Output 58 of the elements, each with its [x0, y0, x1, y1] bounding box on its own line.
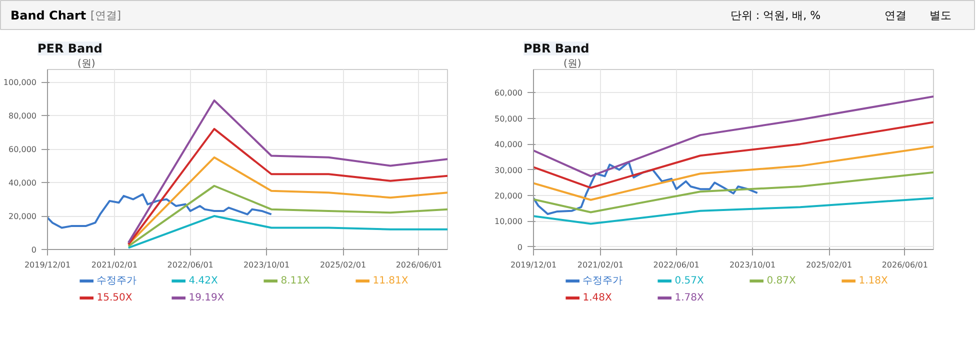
y-tick-label: 40,000 — [8, 178, 37, 188]
legend-label: 1.78X — [674, 292, 704, 304]
y-tick-label: 20,000 — [8, 212, 37, 222]
chart-title: PBR Band — [524, 42, 590, 56]
x-tick-label: 2025/02/01 — [806, 260, 852, 270]
y-tick-label: 30,000 — [494, 166, 523, 175]
line-series — [127, 184, 448, 248]
chart-title: PER Band — [38, 42, 102, 56]
legend-label: 19.19X — [188, 292, 224, 304]
y-tick-label: 0 — [31, 246, 37, 254]
legend-label: 수정주가 — [96, 276, 137, 286]
text: 단위 : 억원, 배, % — [730, 9, 821, 22]
x-tick-label: 2019/12/01 — [24, 260, 71, 270]
legend-label: 0.87X — [766, 276, 796, 286]
line-series — [534, 171, 934, 214]
text: 연결 — [884, 9, 906, 22]
text: Band Chart — [10, 8, 86, 22]
line-series — [534, 161, 758, 216]
x-tick-label: 2025/02/01 — [320, 260, 366, 270]
line-series — [127, 215, 448, 249]
legend-label: 8.11X — [280, 276, 310, 286]
y-tick-label: 80,000 — [8, 112, 37, 121]
y-axis-title: (원) — [564, 58, 582, 70]
y-tick-label: 100,000 — [3, 78, 37, 88]
line-series — [127, 99, 448, 244]
text: [연결] — [90, 9, 122, 22]
legend-label: 수정주가 — [582, 276, 623, 286]
legend-label: 11.81X — [372, 276, 408, 286]
legend-label: 1.48X — [582, 292, 612, 304]
x-tick-label: 2021/02/01 — [577, 260, 624, 270]
y-tick-label: 50,000 — [494, 114, 523, 124]
line-series — [127, 128, 448, 246]
line-series — [534, 121, 934, 189]
line-series — [534, 96, 934, 178]
legend-label: 4.42X — [188, 276, 218, 286]
legend-label: 1.18X — [858, 276, 888, 286]
line-series — [534, 146, 934, 201]
legend-label: 0.57X — [674, 276, 704, 286]
x-tick-label: 2026/06/01 — [396, 260, 442, 270]
y-axis-title: (원) — [78, 58, 96, 70]
x-tick-label: 2026/06/01 — [882, 260, 928, 270]
y-tick-label: 10,000 — [494, 217, 523, 226]
x-tick-label: 2019/12/01 — [510, 260, 557, 270]
x-tick-label: 2022/06/01 — [167, 260, 214, 270]
x-tick-label: 2022/06/01 — [653, 260, 700, 270]
y-tick-label: 60,000 — [8, 145, 37, 154]
line-series — [48, 193, 272, 229]
y-tick-label: 40,000 — [494, 140, 523, 150]
x-tick-label: 2021/02/01 — [91, 260, 138, 270]
line-series — [534, 197, 934, 225]
x-tick-label: 2023/10/01 — [243, 260, 290, 270]
legend-label: 15.50X — [96, 292, 132, 304]
y-tick-label: 60,000 — [494, 88, 523, 98]
y-tick-label: 20,000 — [494, 192, 523, 200]
text: 별도 — [930, 9, 952, 22]
y-tick-label: 0 — [517, 242, 523, 252]
x-tick-label: 2023/10/01 — [729, 260, 776, 270]
line-series — [127, 156, 448, 246]
